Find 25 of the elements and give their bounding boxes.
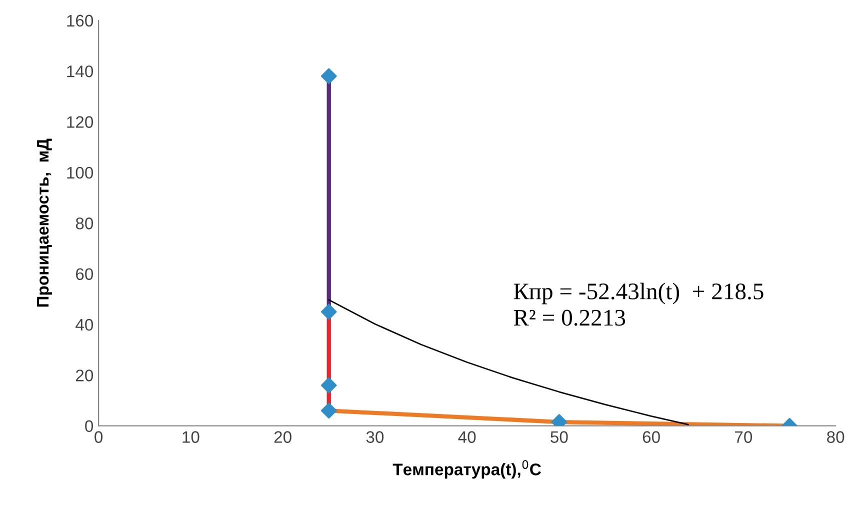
- point: [320, 377, 337, 394]
- y-tick-label: 120: [67, 116, 94, 128]
- x-tick-label: 80: [827, 431, 844, 443]
- y-axis-title: Проницаемость, мД: [37, 138, 52, 307]
- point: [320, 304, 337, 320]
- x-tick-label: 20: [274, 431, 292, 443]
- x-tick-label: 30: [366, 431, 384, 443]
- x-tick-label: 10: [182, 431, 200, 443]
- x-tick-label: 60: [642, 431, 660, 443]
- y-tick-label: 60: [76, 268, 94, 280]
- annotation: Кпр = -52.43ln(t) + 218.5 R² = 0.2213: [514, 282, 764, 326]
- y-tick-label: 0: [85, 420, 94, 432]
- y-tick-label: 40: [76, 318, 94, 331]
- y-tick-label: 100: [67, 166, 94, 179]
- x-tick-label: 40: [458, 431, 476, 443]
- x-tick-label: 70: [735, 431, 752, 443]
- x-tick-label: 0: [94, 431, 103, 443]
- y-tick-label: 160: [67, 14, 94, 27]
- y-tick-label: 80: [76, 218, 94, 230]
- x-tick-label: 50: [550, 431, 568, 443]
- y-tick-label: 140: [67, 65, 94, 78]
- x-axis-title: Температура(t),$^{0}$C: [392, 460, 541, 479]
- point: [320, 402, 337, 419]
- y-tick-label: 20: [76, 370, 94, 382]
- point: [320, 68, 337, 84]
